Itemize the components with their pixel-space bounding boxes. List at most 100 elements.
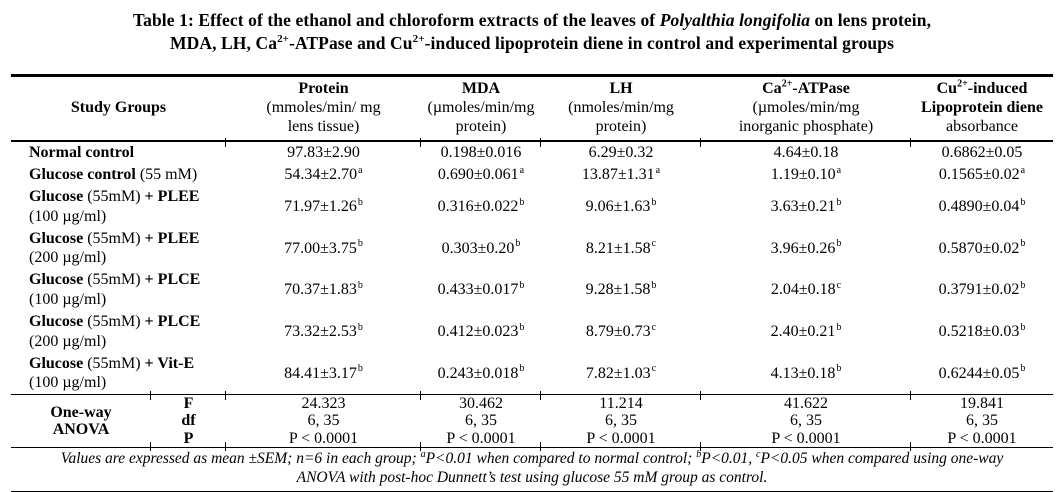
significance-superscript: b [515, 238, 521, 250]
row-label-line: Glucose (55mM) + PLEE [29, 229, 226, 249]
significance-superscript: a [358, 164, 363, 176]
text-segment: LH [609, 80, 633, 98]
text-segment: + PLEE [140, 229, 200, 247]
text-segment: Normal control [29, 144, 135, 162]
measurement-value: 8.79±0.73 [585, 322, 651, 340]
superscript: 2+ [412, 33, 425, 46]
stat-value: 6, 35 [465, 412, 497, 430]
significance-superscript: c [651, 363, 657, 375]
header-line: (µmoles/min/mg [701, 99, 911, 118]
value-cell: 84.41±3.17b [226, 353, 421, 395]
stat-value: 6, 35 [307, 412, 340, 430]
row-label-line: Glucose (55mM) + Vit-E [29, 354, 226, 374]
column-header-study-groups: Study Groups [11, 76, 226, 142]
stat-value: P < 0.0001 [540, 430, 701, 451]
value-cell: 0.6862±0.05 [910, 137, 1053, 164]
measurement-value: 0.1565±0.02 [938, 166, 1020, 184]
text-segment: -induced [967, 80, 1028, 98]
significance-superscript: b [1020, 363, 1026, 375]
title-line: Table 1: Effect of the ethanol and chlor… [0, 9, 1064, 32]
text-segment: + Vit-E [140, 354, 195, 372]
text-segment: (55mM) [87, 271, 141, 289]
significance-superscript: b [519, 321, 525, 333]
value-cell: 54.34±2.70a [226, 164, 421, 186]
significance-superscript: b [836, 363, 842, 375]
text-segment: Glucose [29, 188, 88, 205]
text-segment: (200 µg/ml) [29, 249, 107, 267]
row-label: Glucose (55mM) + PLEE (200 µg/ml) [11, 228, 226, 270]
text-segment: Protein [298, 80, 349, 98]
text-segment: on lens protein, [810, 10, 932, 30]
text-segment: Polyalthia longifolia [659, 10, 811, 30]
column-header-mda: MDA (µmoles/min/mg protein) [421, 76, 541, 142]
row-label: Glucose (55mM) + PLCE (100 µg/ml) [11, 269, 226, 311]
row-label-line: (200 µg/ml) [29, 248, 226, 268]
header-line: LH [541, 80, 701, 99]
value-cell: 8.21±1.58c [541, 228, 701, 270]
text-segment: Glucose [29, 271, 88, 289]
text-segment: (100 µg/ml) [29, 374, 107, 392]
stat-value: 6, 35 [790, 412, 822, 430]
significance-superscript: b [651, 279, 657, 291]
text-segment: Ca [762, 80, 782, 98]
row-label-line: Glucose (55mM) + PLEE [29, 187, 226, 207]
text-segment: Glucose [29, 354, 88, 372]
row-label-line: Glucose (55mM) + PLCE [29, 270, 226, 290]
measurement-value: 77.00±3.75 [284, 239, 357, 257]
text-segment: MDA, LH, Ca [169, 33, 278, 54]
table-title: Table 1: Effect of the ethanol and chlor… [0, 0, 1064, 55]
header-line: Study Groups [11, 99, 226, 118]
measurement-value: 0.4890±0.04 [938, 197, 1020, 215]
significance-superscript: a [1020, 164, 1026, 176]
column-header-cu-induced: Cu2+-induced Lipoprotein diene absorbance [911, 76, 1053, 142]
text-segment: (55mM) [87, 229, 141, 247]
measurement-value: 0.3791±0.02 [938, 281, 1020, 299]
row-label-line: (200 µg/ml) [29, 332, 226, 352]
text-segment: (55 mM) [139, 166, 198, 184]
significance-superscript: c [651, 321, 657, 333]
stat-value: P < 0.0001 [910, 430, 1053, 451]
value-cell: 8.79±0.73c [541, 311, 701, 353]
text-segment: (mmoles/min/ mg [266, 98, 381, 116]
stat-name-f: F [150, 390, 226, 413]
measurement-value: 0.412±0.023 [437, 322, 519, 340]
text-segment: P<0.05 when compared using one-way [760, 449, 1004, 467]
column-header-ca-atpase: Ca2+-ATPase (µmoles/min/mg inorganic phosp… [701, 76, 911, 142]
superscript: a [420, 448, 426, 460]
row-glucose-plee-100: Glucose (55mM) + PLEE (100 µg/ml) 71.97±1.… [11, 186, 1053, 228]
row-glucose-control: Glucose control (55 mM) 54.34±2.70a 0.690±… [11, 164, 1053, 186]
value-cell: 0.5218±0.03b [911, 311, 1053, 353]
row-glucose-plee-200: Glucose (55mM) + PLEE (200 µg/ml) 77.00±3.… [11, 228, 1053, 270]
row-label-line: (100 µg/ml) [29, 207, 226, 227]
header-line: protein) [541, 118, 701, 137]
text-segment: (nmoles/min/mg [568, 98, 674, 116]
anova-section: One-way ANOVA F 24.323 30.462 11.214 41.622 19.… [11, 390, 1053, 451]
text-segment: absorbance [946, 117, 1018, 135]
row-label: Glucose (55mM) + PLCE (200 µg/ml) [11, 311, 226, 353]
text-segment: + PLEE [140, 188, 200, 205]
header-line: Protein [226, 80, 421, 99]
column-header-protein: Protein (mmoles/min/ mg lens tissue) [226, 76, 421, 142]
stat-value: P < 0.0001 [225, 430, 421, 451]
value-cell: 0.198±0.016 [420, 137, 541, 164]
stat-value: 30.462 [420, 390, 541, 413]
row-label-line: (100 µg/ml) [29, 290, 226, 310]
measurement-value: 2.04±0.18 [770, 281, 836, 299]
measurement-value: 9.06±1.63 [585, 197, 651, 215]
measurement-value: 0.303±0.20 [441, 239, 515, 257]
stat-value: 41.622 [700, 390, 911, 413]
anova-label-line: One-way [50, 403, 112, 421]
measurement-value: 3.96±0.26 [770, 239, 836, 257]
measurement-value: 9.28±1.58 [585, 281, 651, 299]
text-segment: + PLCE [140, 271, 201, 289]
stat-name-df: df [181, 412, 196, 430]
value-cell: 1.19±0.10a [701, 164, 911, 186]
text-segment: lens tissue) [287, 117, 360, 135]
value-cell: 0.243±0.018b [421, 353, 541, 395]
text-segment: Values are expressed as mean ±SEM; n=6 i… [60, 449, 421, 467]
text-segment: P<0.01 when compared to normal control; [425, 449, 697, 467]
column-header-lh: LH (nmoles/min/mg protein) [541, 76, 701, 142]
header-line: lens tissue) [226, 118, 421, 137]
text-segment: inorganic phosphate) [738, 117, 874, 135]
row-normal-control: Normal control 97.83±2.90 0.198±0.016 6.29±… [11, 137, 1053, 164]
